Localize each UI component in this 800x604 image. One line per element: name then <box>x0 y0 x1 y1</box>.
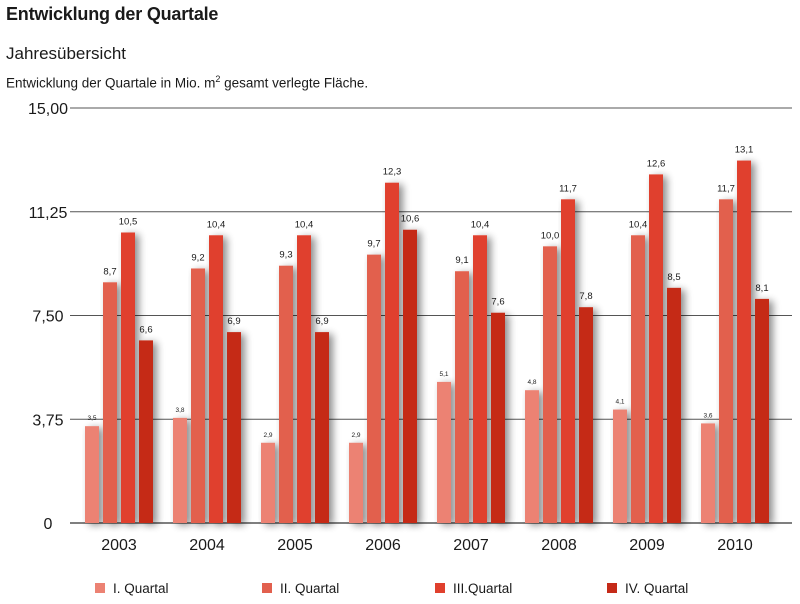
x-axis: 2003 2004 2005 2006 2007 2008 2009 2010 <box>101 537 753 554</box>
data-label: 7,6 <box>491 297 504 308</box>
data-label: 9,3 <box>279 250 292 261</box>
bar <box>315 332 329 523</box>
chart-note-suffix: gesamt verlegte Fläche. <box>220 75 369 91</box>
x-tick-label: 2009 <box>629 537 665 554</box>
data-label: 9,2 <box>191 252 204 263</box>
y-tick-label: 3,75 <box>32 412 63 429</box>
bar <box>297 235 311 523</box>
page-title: Entwicklung der Quartale <box>6 4 219 24</box>
bars <box>85 160 769 524</box>
bar <box>227 332 241 523</box>
bar <box>121 232 135 523</box>
x-tick-label: 2007 <box>453 537 489 554</box>
bar <box>613 409 627 523</box>
x-tick-label: 2005 <box>277 537 313 554</box>
data-label: 9,7 <box>367 239 380 250</box>
data-label: 2,9 <box>263 432 272 439</box>
chart-note-text: Entwicklung der Quartale in Mio. m <box>6 75 216 91</box>
y-tick-label: 15,00 <box>28 101 68 118</box>
data-label: 10,6 <box>401 214 420 225</box>
data-label: 12,6 <box>647 158 666 169</box>
data-label: 3,8 <box>175 407 184 414</box>
bar <box>403 229 417 523</box>
chart-subtitle: Jahresübersicht <box>6 44 127 63</box>
x-tick-label: 2008 <box>541 537 577 554</box>
data-label: 3,5 <box>87 415 96 422</box>
data-label: 10,5 <box>119 217 138 228</box>
bar <box>631 235 645 523</box>
data-label: 8,5 <box>667 272 680 283</box>
bar <box>737 160 751 524</box>
legend: I. Quartal II. Quartal III.Quartal IV. Quar… <box>95 581 688 596</box>
bar <box>139 340 153 523</box>
bar <box>85 426 99 523</box>
bar <box>755 298 769 523</box>
y-tick-label: 7,50 <box>32 309 63 326</box>
bar <box>385 182 399 523</box>
data-label: 9,1 <box>455 255 468 266</box>
data-label: 12,3 <box>383 167 402 178</box>
legend-swatch <box>95 583 105 593</box>
y-axis: 0 3,75 7,50 11,25 15,00 <box>28 101 68 533</box>
legend-label: I. Quartal <box>113 581 169 596</box>
data-label: 4,8 <box>527 379 536 386</box>
data-label: 8,1 <box>755 283 768 294</box>
data-label: 6,9 <box>315 316 328 327</box>
y-tick-label: 0 <box>44 516 53 533</box>
bar <box>437 381 451 523</box>
data-label: 3,6 <box>703 412 712 419</box>
chart-note: Entwicklung der Quartale in Mio. m2 gesa… <box>6 74 368 91</box>
data-label: 2,9 <box>351 432 360 439</box>
bar <box>191 268 205 523</box>
data-label: 6,6 <box>139 324 152 335</box>
legend-label: II. Quartal <box>280 581 339 596</box>
legend-swatch <box>435 583 445 593</box>
bar <box>719 199 733 524</box>
legend-swatch <box>262 583 272 593</box>
data-label: 10,0 <box>541 230 560 241</box>
data-label: 4,1 <box>615 399 624 406</box>
data-label: 7,8 <box>579 291 592 302</box>
bar <box>279 265 293 523</box>
bar <box>455 271 469 523</box>
bar <box>261 442 275 523</box>
bar <box>525 390 539 523</box>
bar <box>579 307 593 523</box>
data-label: 10,4 <box>295 219 314 230</box>
bar <box>543 246 557 524</box>
bar <box>561 199 575 524</box>
data-label: 10,4 <box>207 219 226 230</box>
data-label: 5,1 <box>439 371 448 378</box>
bar <box>649 174 663 523</box>
bar <box>491 312 505 523</box>
bar <box>701 423 715 523</box>
x-tick-label: 2003 <box>101 537 137 554</box>
data-label: 13,1 <box>735 145 754 156</box>
x-tick-label: 2010 <box>717 537 753 554</box>
bar <box>473 235 487 523</box>
bar <box>173 417 187 523</box>
x-tick-label: 2004 <box>189 537 225 554</box>
bar <box>103 282 117 523</box>
legend-swatch <box>607 583 617 593</box>
y-tick-label: 11,25 <box>29 205 68 222</box>
data-label: 8,7 <box>103 266 116 277</box>
data-label: 11,7 <box>559 183 577 194</box>
data-label: 6,9 <box>227 316 240 327</box>
x-tick-label: 2006 <box>365 537 401 554</box>
bar <box>209 235 223 523</box>
chart-note-superscript: 2 <box>215 74 221 84</box>
data-label: 11,7 <box>717 183 735 194</box>
legend-label: IV. Quartal <box>625 581 688 596</box>
bar <box>349 442 363 523</box>
data-label: 10,4 <box>471 219 490 230</box>
bar <box>667 287 681 523</box>
bar <box>367 254 381 523</box>
data-label: 10,4 <box>629 219 648 230</box>
legend-label: III.Quartal <box>453 581 512 596</box>
data-labels: 3,5 8,7 10,5 6,6 3,8 9,2 10,4 6,9 2,9 9,3 10,4 6,9 2… <box>87 145 768 439</box>
